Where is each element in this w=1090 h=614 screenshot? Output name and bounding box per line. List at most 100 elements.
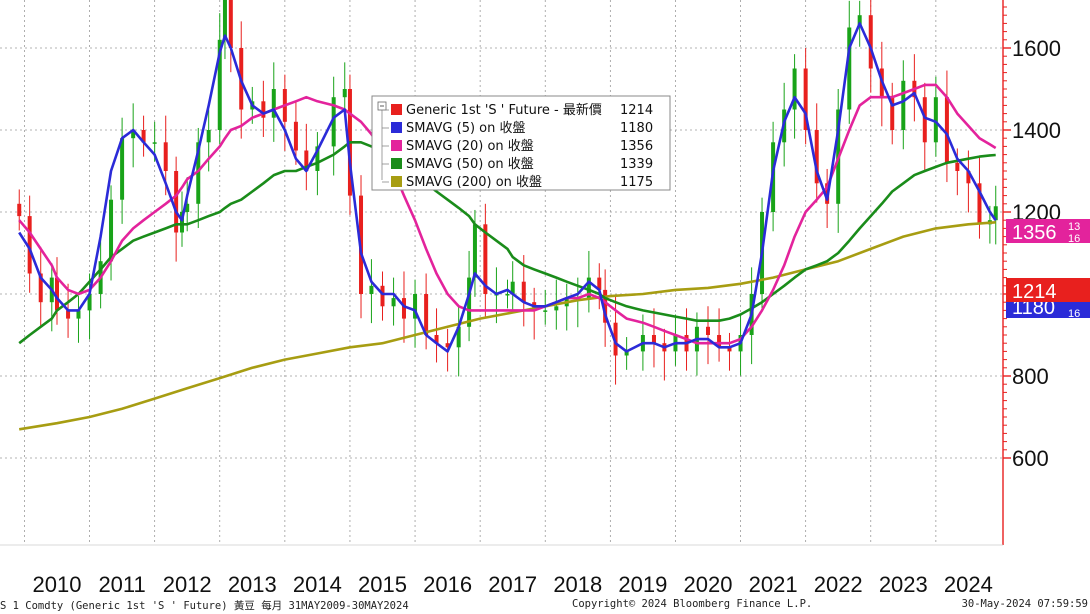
legend-series-value: 1339 — [620, 157, 653, 172]
x-tick-label: 2014 — [293, 572, 342, 596]
price-tag-value: 1214 — [1012, 281, 1057, 303]
x-tick-label: 2020 — [684, 572, 733, 596]
candle-body — [331, 97, 336, 147]
candle-body — [424, 294, 429, 335]
candle-body — [152, 142, 157, 144]
x-tick-label: 2012 — [163, 572, 212, 596]
candle-body — [717, 335, 722, 348]
legend[interactable]: Generic 1st 'S ' Future - 最新價 1214 SMAVG (… — [371, 95, 671, 191]
candle-body — [857, 15, 862, 28]
candle-body — [456, 326, 461, 348]
candle-body — [554, 306, 559, 311]
candle-body — [586, 277, 591, 299]
candle-body — [131, 130, 136, 139]
y-tick-label: 800 — [1012, 364, 1049, 389]
footer-security: S 1 Comdty (Generic 1st 'S ' Future) 黃豆 … — [0, 600, 409, 612]
candle-body — [597, 277, 602, 290]
candle-body — [174, 171, 179, 233]
legend-swatch — [391, 158, 402, 169]
y-tick-label: 1400 — [1012, 118, 1061, 143]
candle-body — [510, 281, 515, 294]
x-tick-label: 2016 — [423, 572, 472, 596]
ma-line-4 — [18, 221, 996, 431]
candle-body — [505, 294, 510, 296]
candle-body — [977, 183, 982, 225]
legend-swatch — [391, 122, 402, 133]
candle-body — [315, 146, 320, 171]
candle-body — [603, 289, 608, 323]
legend-series-name: SMAVG (5) on 收盤 — [406, 121, 526, 136]
x-tick-label: 2022 — [814, 572, 863, 596]
candle-body — [521, 281, 526, 303]
candle-body — [380, 285, 385, 307]
candle-body — [890, 97, 895, 130]
price-tag-value: 1356 — [1012, 222, 1057, 244]
legend-series-name: Generic 1st 'S ' Future - 最新價 — [406, 102, 602, 118]
footer-timestamp: 30-May-2024 07:59:59 — [961, 598, 1088, 610]
candle-body — [706, 326, 710, 335]
price-tag-frac-bottom: 16 — [1068, 308, 1080, 320]
y-tick-label: 600 — [1012, 446, 1049, 471]
candle-body — [163, 142, 168, 171]
candle-body — [434, 335, 439, 344]
candle-body — [179, 212, 184, 233]
legend-swatch — [391, 176, 402, 187]
candle-body — [543, 310, 548, 312]
price-tag-box — [1006, 219, 1090, 243]
candle-body — [271, 89, 276, 118]
legend-series-name: SMAVG (200) on 收盤 — [406, 175, 542, 190]
y-axis: 60080010001200140016001800 — [1002, 0, 1061, 545]
x-tick-label: 2015 — [358, 572, 407, 596]
ma-line-1 — [18, 22, 997, 353]
x-tick-label: 2019 — [618, 572, 667, 596]
candle-body — [293, 121, 298, 151]
price-tag-1214: 1214 — [1006, 278, 1090, 303]
candle-body — [109, 199, 114, 262]
candle-body — [413, 294, 418, 319]
legend-swatch — [391, 140, 402, 151]
legend-series-value: 1180 — [620, 121, 653, 136]
candle-body — [472, 224, 477, 278]
candle-body — [141, 130, 146, 143]
candle-body — [933, 97, 938, 143]
candle-body — [206, 130, 211, 143]
candle-body — [803, 68, 808, 130]
legend-series-name: SMAVG (20) on 收盤 — [406, 139, 534, 154]
x-tick-label: 2017 — [488, 572, 537, 596]
candle-body — [304, 150, 309, 171]
x-axis: 2010 2011 2012 2013 2014 2015 2016 2017 2018 2019… — [0, 544, 1003, 596]
x-tick-label: 2013 — [228, 572, 277, 596]
candle-body — [87, 294, 92, 311]
legend-series-value: 1175 — [620, 175, 653, 190]
x-tick-label: 2023 — [879, 572, 928, 596]
footer-copyright: Copyright© 2024 Bloomberg Finance L.P. — [572, 598, 813, 610]
candle-body — [391, 298, 396, 307]
candle-body — [901, 80, 906, 130]
x-tick-label: 2011 — [98, 572, 145, 596]
candles-layer — [17, 0, 998, 385]
price-chart: 60080010001200140016001800 2010201120122… — [0, 0, 1090, 596]
x-tick-label: 2024 — [944, 572, 993, 596]
legend-box — [371, 95, 671, 191]
candle-body — [196, 142, 201, 204]
legend-series-value: 1214 — [620, 103, 653, 118]
price-tag-frac-bottom: 16 — [1068, 233, 1080, 245]
candle-body — [342, 89, 347, 98]
candle-body — [27, 216, 32, 274]
candle-body — [66, 310, 71, 319]
grid-lines — [0, 0, 1003, 545]
ma-line-3 — [18, 141, 996, 345]
candle-body — [445, 343, 450, 348]
candle-body — [261, 101, 266, 118]
candle-body — [613, 322, 618, 356]
x-tick-label: 2018 — [553, 572, 602, 596]
y-tick-label: 1600 — [1012, 36, 1061, 61]
candle-body — [624, 351, 629, 356]
candle-body — [727, 347, 732, 352]
candle-body — [17, 203, 22, 217]
legend-series-name: SMAVG (50) on 收盤 — [406, 157, 534, 172]
price-tag-box — [1006, 278, 1090, 302]
candle-body — [993, 206, 998, 221]
price-tag-value: 1180 — [1012, 297, 1055, 319]
